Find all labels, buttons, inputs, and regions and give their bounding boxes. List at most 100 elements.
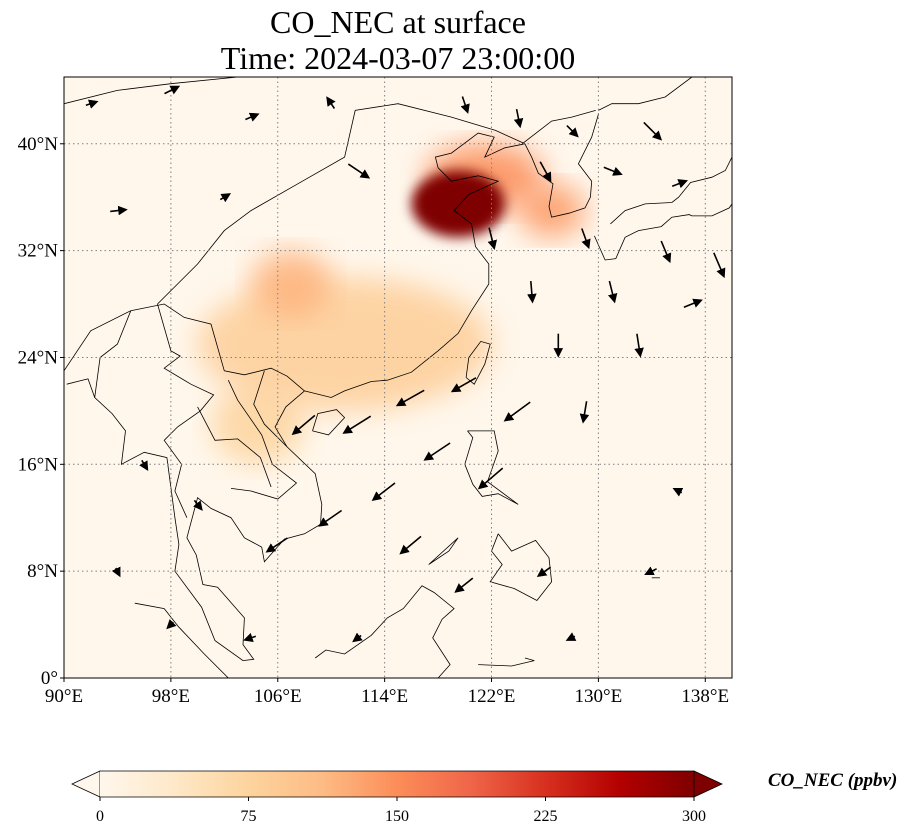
wind-arrow [644,566,657,576]
wind-arrow [671,179,688,189]
wind-arrow [245,112,260,122]
coastline-path [594,203,732,261]
wind-arrow [291,414,316,436]
x-tick-label: 106°E [254,686,302,707]
chart-title: CO_NEC at surface [270,4,526,40]
colorbar-label: CO_NEC (ppbv) [768,770,898,791]
wind-arrow [603,166,623,176]
wind-arrow [513,108,524,129]
x-tick-label: 122°E [468,686,516,707]
wind-arrow [539,161,552,183]
x-tick-label: 98°E [152,686,190,707]
coastline-path [598,77,693,111]
wind-arrow [326,96,336,109]
y-axis-ticks: 0° 8°N 16°N 24°N 32°N 40°N [18,134,64,689]
wind-arrow [565,632,577,641]
wind-arrow [164,85,181,95]
wind-arrow [166,619,177,630]
wind-arrow [352,632,363,643]
wind-arrow [713,252,726,279]
chart-subtitle: Time: 2024-03-07 23:00:00 [220,40,576,76]
wind-arrow [193,499,203,511]
coastline-path [134,602,229,678]
plot-frame [63,76,733,679]
coastline-path [227,380,298,500]
wind-arrow [454,577,474,593]
wind-arrow [342,415,372,434]
wind-arrow [111,566,121,578]
colorbar-tick-label: 150 [385,808,409,825]
x-tick-label: 114°E [361,686,408,707]
x-tick-label: 90°E [45,686,83,707]
colorbar-tick-label: 225 [534,808,558,825]
y-tick-label: 0° [41,668,58,689]
wind-arrow [581,228,591,250]
coastline-path [64,303,305,392]
wind-arrow [579,401,590,424]
concentration-blob [411,170,505,238]
colorbar-tick-label: 0 [96,808,104,825]
x-axis-ticks: 90°E 98°E 106°E 114°E 122°E 130°E 138°E [45,678,729,707]
wind-arrow [395,389,425,407]
coastline-path [253,370,288,448]
coastline-path [465,340,491,385]
wind-arrow [527,281,537,304]
gridlines [64,77,732,678]
colorbar-ramp [100,771,694,797]
y-tick-label: 8°N [27,561,58,582]
coastline-path [64,77,238,105]
y-tick-label: 24°N [18,347,59,368]
wind-arrow [607,280,618,304]
y-tick-label: 40°N [18,134,59,155]
concentration-blob [518,183,586,238]
wind-arrow [265,537,288,553]
coastline-path [489,533,553,602]
coastline-path [157,303,215,518]
x-tick-label: 138°E [681,686,729,707]
coastline-path [94,310,132,398]
wind-arrow [399,535,422,555]
coastline-path [521,110,596,145]
wind-vectors [85,85,726,643]
coastline-path [428,537,459,565]
wind-arrow [219,193,232,203]
concentration-field [197,143,586,465]
wind-arrow [672,487,684,497]
wind-arrow [347,163,371,179]
wind-arrow [460,96,470,114]
wind-arrow [371,482,396,501]
wind-arrow [487,227,498,251]
colorbar: 0 75 150 225 300 [71,770,723,825]
wind-arrow [634,333,644,358]
wind-arrow [683,298,703,308]
wind-arrow [536,566,552,578]
wind-arrow [660,240,672,264]
y-tick-label: 32°N [18,241,59,262]
wind-arrow [423,442,451,461]
wind-arrow [503,401,531,422]
wind-arrow [110,205,128,216]
wind-arrow [85,99,99,109]
coastline-path [157,103,526,305]
coastline-path [610,156,732,225]
wind-arrow [243,632,257,643]
wind-arrow [566,125,579,138]
colorbar-extend-min [71,770,101,798]
wind-arrow [450,377,477,393]
concentration-blob [251,250,332,318]
wind-arrow [318,509,343,527]
coastline-path [314,585,455,678]
x-tick-label: 130°E [575,686,623,707]
wind-arrow [643,121,663,141]
wind-arrow [139,459,149,472]
coastline-path [524,114,599,218]
coastline-path [478,657,535,667]
wind-arrow [477,467,504,490]
coastline-path [197,406,272,488]
colorbar-tick-label: 300 [682,808,706,825]
coastline-path [304,132,525,398]
colorbar-extend-max [693,770,723,798]
coastline-path [312,409,346,436]
colorbar-tick-label: 75 [241,808,257,825]
